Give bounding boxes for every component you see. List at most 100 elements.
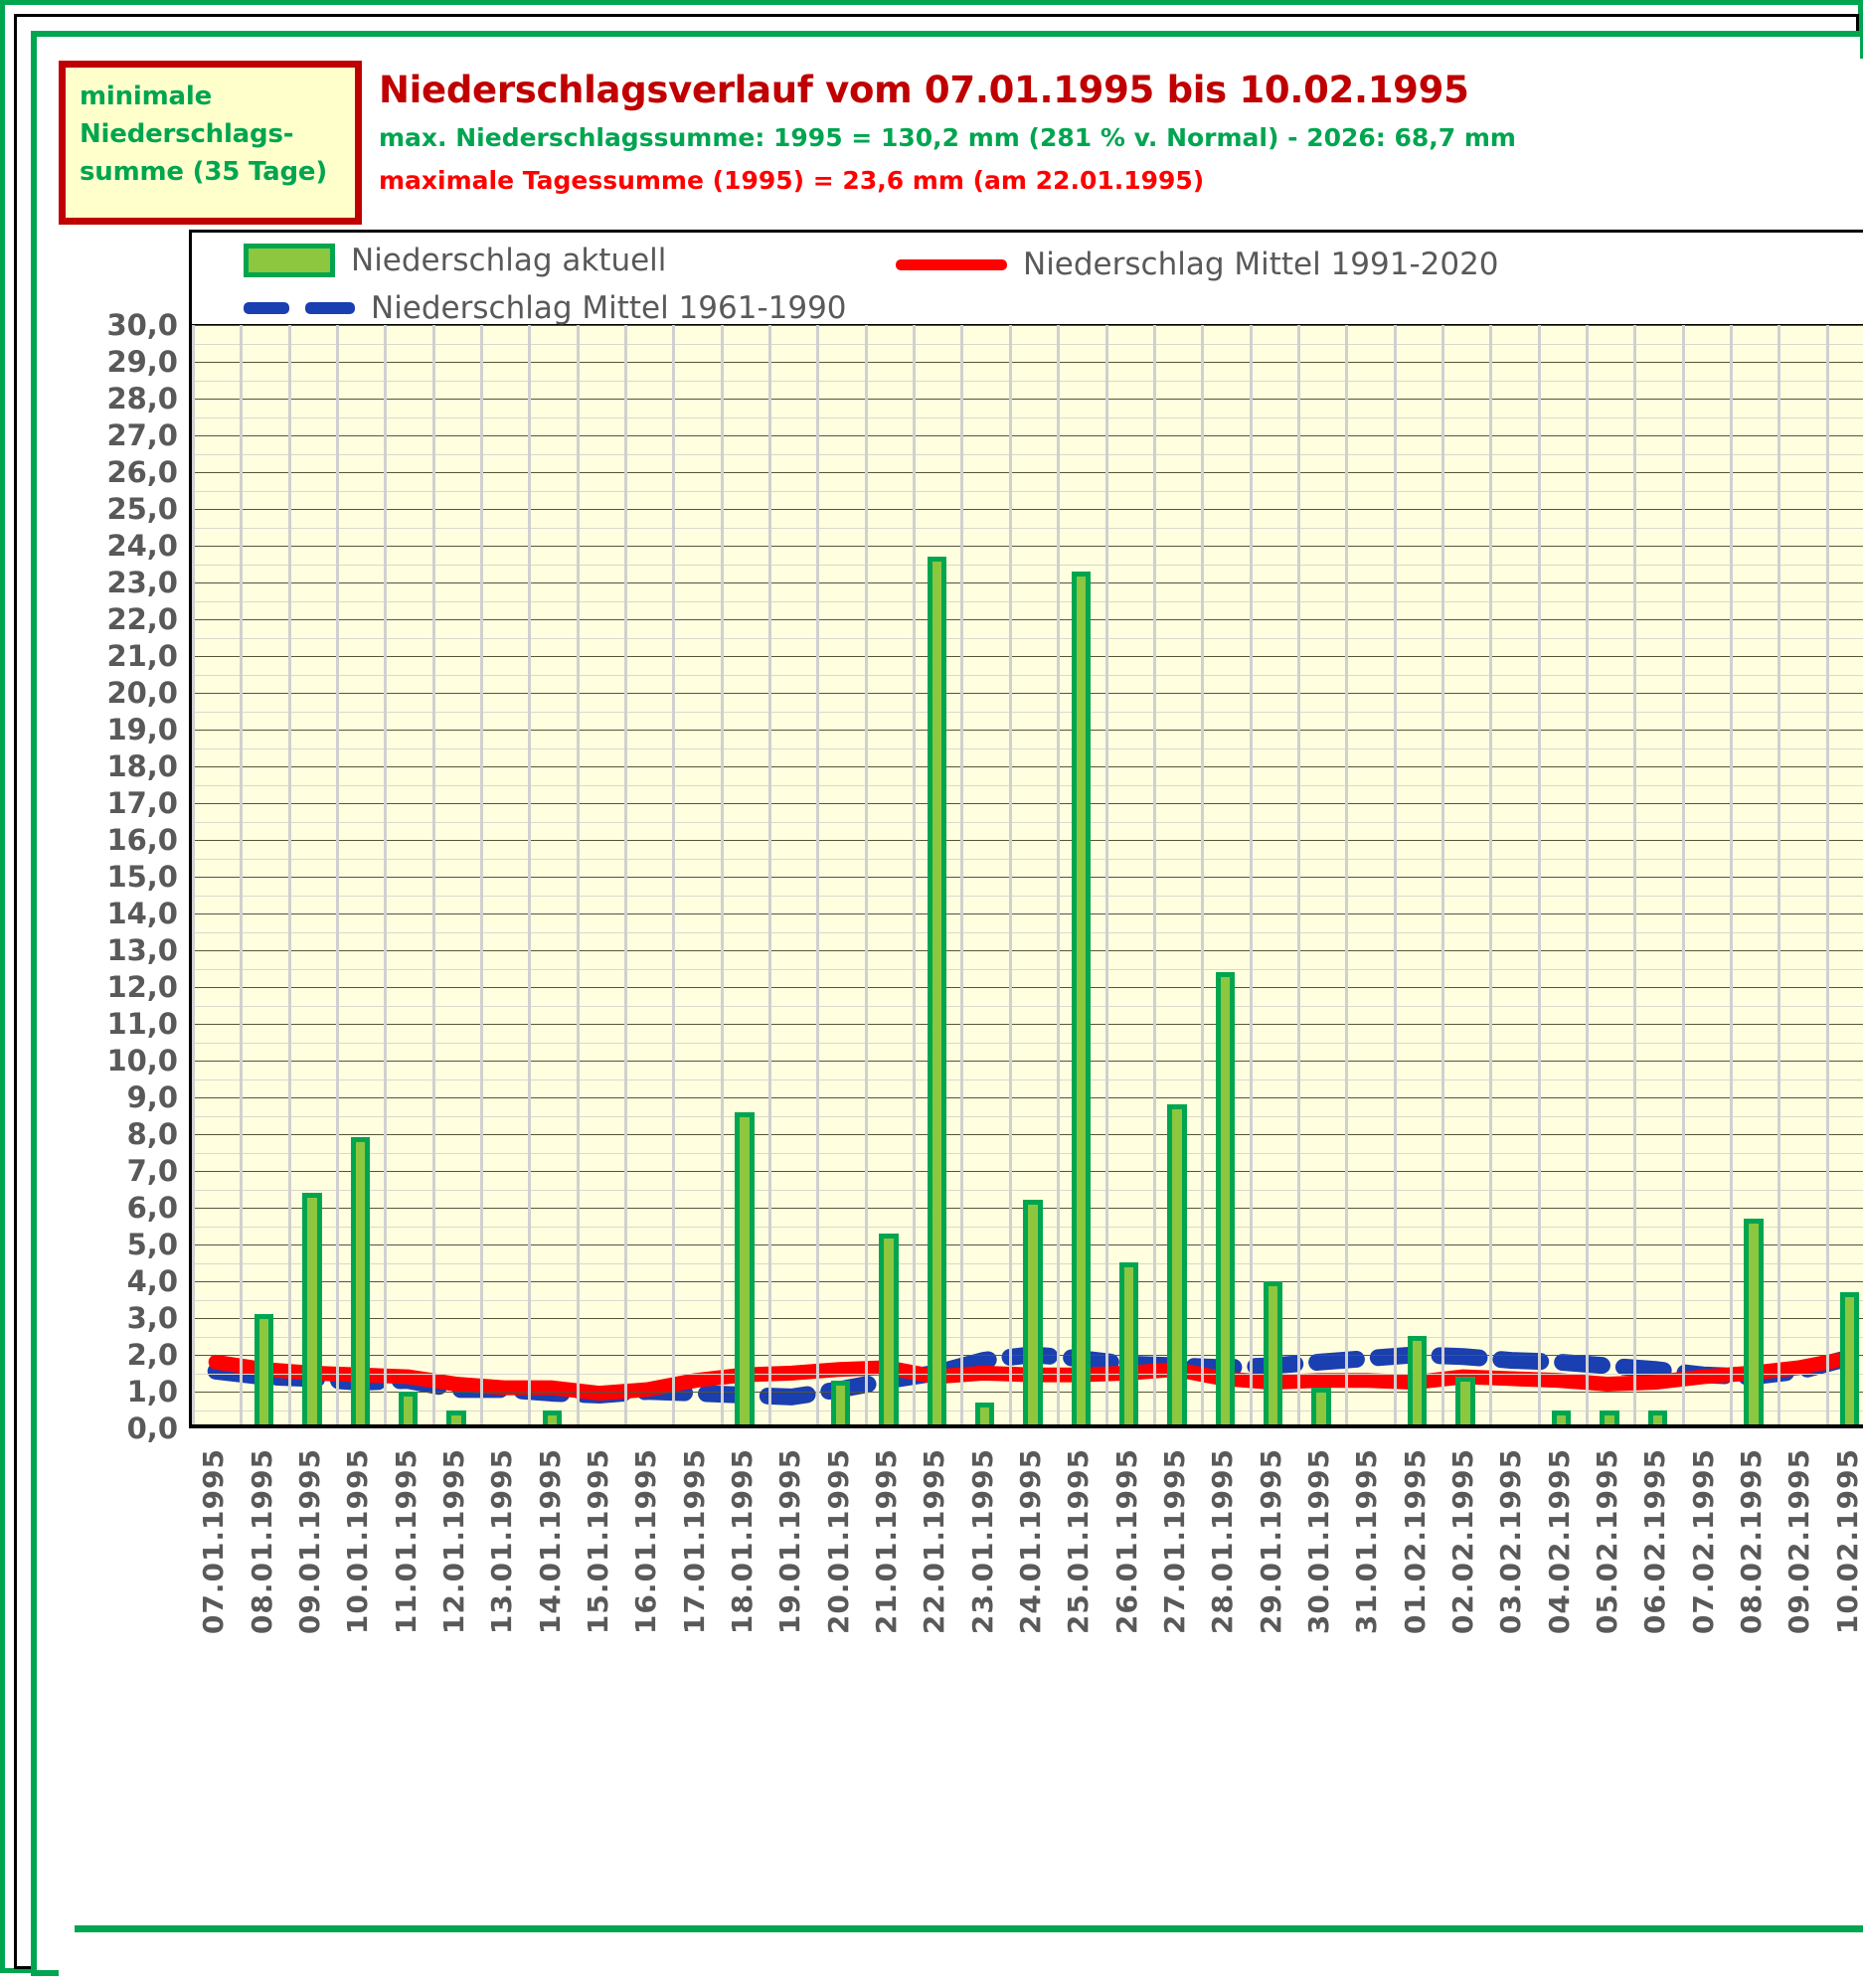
- h-gridline: [192, 693, 1863, 694]
- legend-item-mean-1991-2020[interactable]: Niederschlag Mittel 1991-2020: [896, 247, 1499, 282]
- plot-area: [189, 325, 1863, 1428]
- h-gridline-minor: [192, 1189, 1863, 1191]
- v-gridline: [1825, 325, 1829, 1424]
- bar[interactable]: [542, 1410, 563, 1424]
- bar[interactable]: [974, 1402, 995, 1424]
- v-gridline: [1201, 325, 1205, 1424]
- x-axis-tick-label: 29.01.1995: [1254, 1448, 1287, 1635]
- y-axis-tick-label: 13,0: [106, 933, 178, 967]
- y-axis-tick-label: 18,0: [106, 749, 178, 783]
- h-gridline: [192, 509, 1863, 510]
- x-axis-tick-label: 25.01.1995: [1062, 1448, 1096, 1635]
- chart-legend: Niederschlag aktuell Niederschlag Mittel…: [189, 230, 1863, 327]
- h-gridline: [192, 730, 1863, 731]
- x-axis-tick-label: 28.01.1995: [1206, 1448, 1240, 1635]
- bar[interactable]: [1840, 1291, 1860, 1424]
- bar[interactable]: [302, 1192, 322, 1424]
- h-gridline-minor: [192, 858, 1863, 860]
- x-axis-tick-label: 22.01.1995: [918, 1448, 951, 1635]
- x-axis-tick-label: 13.01.1995: [485, 1448, 519, 1635]
- x-axis-tick-label: 23.01.1995: [965, 1448, 999, 1635]
- bar[interactable]: [1600, 1410, 1619, 1424]
- bar[interactable]: [830, 1380, 851, 1424]
- bar[interactable]: [1647, 1410, 1668, 1424]
- v-gridline: [913, 325, 917, 1424]
- x-axis-tick-label: 18.01.1995: [725, 1448, 759, 1635]
- bar[interactable]: [1311, 1388, 1331, 1424]
- x-axis-tick-label: 09.01.1995: [292, 1448, 326, 1635]
- h-gridline-minor: [192, 674, 1863, 676]
- v-gridline: [672, 325, 676, 1424]
- y-axis-tick-label: 5,0: [126, 1228, 178, 1261]
- x-axis-tick-label: 14.01.1995: [533, 1448, 567, 1635]
- y-axis-tick-label: 7,0: [126, 1154, 178, 1188]
- bar[interactable]: [879, 1233, 899, 1424]
- v-gridline: [1249, 325, 1253, 1424]
- x-axis-tick-label: 08.01.1995: [245, 1448, 278, 1635]
- bar[interactable]: [1119, 1262, 1139, 1424]
- bar[interactable]: [1167, 1104, 1187, 1424]
- h-gridline-minor: [192, 968, 1863, 970]
- bar[interactable]: [446, 1410, 466, 1424]
- v-gridline: [1345, 325, 1349, 1424]
- bar[interactable]: [1408, 1336, 1428, 1424]
- bar[interactable]: [1071, 571, 1091, 1424]
- y-axis-tick-label: 17,0: [106, 786, 178, 820]
- info-box-line-2: Niederschlags-: [80, 119, 294, 149]
- h-gridline: [192, 1134, 1863, 1135]
- info-box-line-1: minimale: [80, 82, 213, 111]
- bar[interactable]: [1552, 1410, 1572, 1424]
- h-gridline: [192, 766, 1863, 767]
- h-gridline-minor: [192, 1042, 1863, 1044]
- h-gridline: [192, 1097, 1863, 1098]
- bar[interactable]: [398, 1391, 419, 1424]
- h-gridline-minor: [192, 1152, 1863, 1154]
- title-block: Niederschlagsverlauf vom 07.01.1995 bis …: [379, 65, 1863, 202]
- v-gridline: [1296, 325, 1300, 1424]
- info-box: minimale Niederschlags- summe (35 Tage): [59, 61, 362, 225]
- v-gridline: [1537, 325, 1541, 1424]
- inner-green-frame: minimale Niederschlags- summe (35 Tage) …: [31, 31, 1863, 1988]
- bar[interactable]: [1744, 1218, 1764, 1424]
- bar[interactable]: [927, 556, 946, 1424]
- h-gridline: [192, 1171, 1863, 1172]
- bar[interactable]: [1023, 1200, 1043, 1424]
- x-axis-tick-label: 07.01.1995: [197, 1448, 231, 1635]
- h-gridline-minor: [192, 380, 1863, 382]
- h-gridline-minor: [192, 637, 1863, 639]
- v-gridline: [336, 325, 340, 1424]
- x-axis-tick-label: 12.01.1995: [436, 1448, 470, 1635]
- y-axis-tick-label: 3,0: [126, 1301, 178, 1335]
- x-axis-tick-label: 19.01.1995: [773, 1448, 807, 1635]
- v-gridline: [528, 325, 532, 1424]
- bar[interactable]: [254, 1314, 274, 1424]
- y-axis-tick-label: 16,0: [106, 823, 178, 857]
- v-gridline: [864, 325, 868, 1424]
- h-gridline-minor: [192, 416, 1863, 418]
- page-title: Niederschlagsverlauf vom 07.01.1995 bis …: [379, 69, 1469, 111]
- v-gridline: [624, 325, 628, 1424]
- y-axis-tick-label: 1,0: [126, 1375, 178, 1408]
- y-axis-tick-label: 26,0: [106, 455, 178, 489]
- v-gridline: [1104, 325, 1108, 1424]
- y-axis-tick-label: 22,0: [106, 602, 178, 636]
- h-gridline-minor: [192, 564, 1863, 566]
- x-axis-tick-label: 09.02.1995: [1782, 1448, 1816, 1635]
- y-axis-tick-label: 28,0: [106, 382, 178, 415]
- legend-item-mean-1961-1990[interactable]: Niederschlag Mittel 1961-1990: [244, 290, 847, 326]
- h-gridline-minor: [192, 821, 1863, 823]
- legend-item-bars[interactable]: Niederschlag aktuell: [244, 243, 666, 278]
- v-gridline: [1152, 325, 1156, 1424]
- bar[interactable]: [350, 1137, 370, 1424]
- bar[interactable]: [735, 1111, 755, 1424]
- h-gridline: [192, 913, 1863, 914]
- x-axis-tick-label: 02.02.1995: [1446, 1448, 1480, 1635]
- bar[interactable]: [1264, 1280, 1283, 1424]
- bar[interactable]: [1215, 971, 1236, 1424]
- bar[interactable]: [1455, 1376, 1475, 1424]
- y-axis-tick-label: 9,0: [126, 1080, 178, 1114]
- h-gridline-minor: [192, 895, 1863, 897]
- h-gridline: [192, 399, 1863, 400]
- h-gridline-minor: [192, 931, 1863, 933]
